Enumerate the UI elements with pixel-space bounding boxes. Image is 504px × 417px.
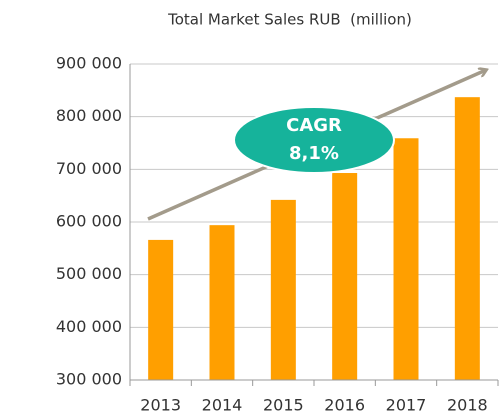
chart-title: Total Market Sales RUB (million) <box>167 11 412 29</box>
annotation-title: CAGR <box>286 115 342 136</box>
bar <box>209 225 235 380</box>
bar <box>393 138 419 380</box>
y-tick-label: 900 000 <box>56 54 122 73</box>
x-tick-label: 2016 <box>324 396 365 415</box>
y-tick-label: 700 000 <box>56 159 122 178</box>
plot-area: 300 000 400 000 500 000 600 000 700 000 800 0… <box>56 54 499 415</box>
y-tick-label: 600 000 <box>56 212 122 231</box>
bar <box>148 239 174 380</box>
y-tick-label: 500 000 <box>56 264 122 283</box>
x-tick-label: 2018 <box>447 396 488 415</box>
x-tick-label: 2014 <box>202 396 243 415</box>
cagr-bubble <box>233 106 395 174</box>
bar <box>454 97 480 381</box>
y-tick-label: 300 000 <box>56 370 122 389</box>
x-tick-label: 2017 <box>386 396 427 415</box>
y-tick-label: 400 000 <box>56 317 122 336</box>
bar <box>270 199 296 380</box>
annotation-value: 8,1% <box>289 143 339 164</box>
y-tick-label: 800 000 <box>56 106 122 125</box>
annotation: CAGR 8,1% <box>147 70 486 221</box>
x-tick-label: 2015 <box>263 396 304 415</box>
x-tick-label: 2013 <box>140 396 181 415</box>
bar <box>332 173 358 380</box>
